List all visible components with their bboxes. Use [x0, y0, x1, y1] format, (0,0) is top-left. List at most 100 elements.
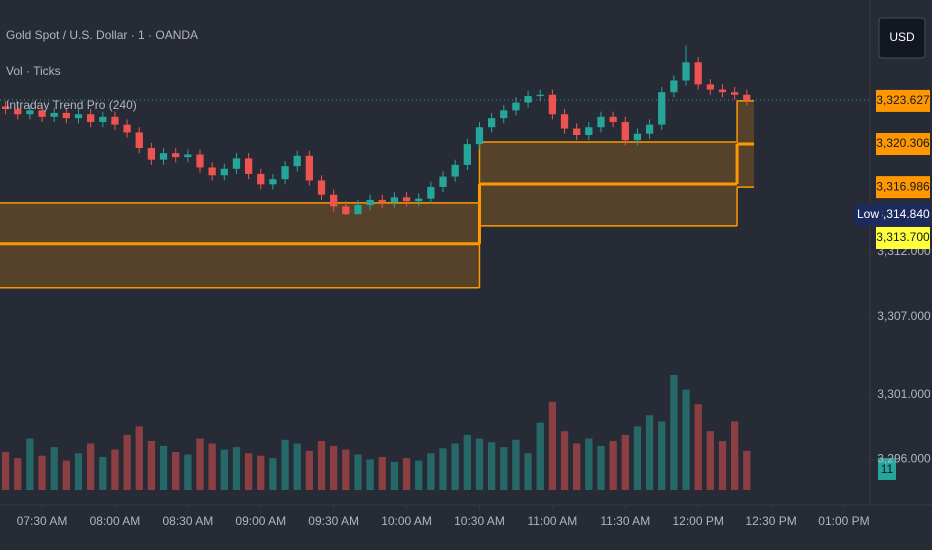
x-tick-label: 11:00 AM	[527, 514, 577, 528]
candle-body	[487, 118, 496, 128]
volume-bar	[597, 445, 605, 490]
candle-body	[415, 198, 423, 202]
candle-body	[475, 127, 484, 145]
candle-body	[123, 124, 131, 133]
candle-body	[14, 109, 22, 115]
candle-body	[269, 179, 277, 185]
candle-body	[305, 155, 314, 181]
volume-bar	[135, 426, 143, 490]
candle-body	[172, 153, 180, 158]
volume-bar	[378, 456, 386, 490]
indicator-label: Intraday Trend Pro (240)	[6, 98, 137, 112]
candle-body	[427, 186, 435, 199]
volume-bar	[26, 438, 34, 490]
volume-bar	[500, 447, 508, 490]
price-tag: 3,313.700	[876, 230, 930, 244]
candle-body	[500, 110, 508, 119]
price-tag: 3,316.986	[876, 179, 930, 193]
volume-bar	[427, 453, 435, 490]
volume-bar	[317, 441, 326, 490]
price-tag-box	[876, 133, 930, 156]
candle-body	[354, 205, 362, 215]
candle-body	[257, 173, 265, 185]
candle-body	[159, 153, 168, 160]
x-tick-label: 09:30 AM	[308, 514, 359, 528]
volume-bar	[645, 415, 654, 490]
volume-bar	[730, 421, 739, 490]
currency-box[interactable]	[878, 17, 926, 59]
volume-badge-box	[878, 458, 896, 480]
candle-body	[585, 127, 593, 136]
y-tick-label: 3,307.000	[877, 309, 931, 323]
volume-bar	[196, 438, 204, 490]
volume-bar	[718, 441, 727, 490]
chart-title: Gold Spot / U.S. Dollar · 1 · OANDA	[6, 28, 198, 42]
volume-bar	[743, 450, 751, 490]
x-tick-label: 08:30 AM	[163, 514, 214, 528]
volume-bar	[293, 443, 301, 490]
price-tag-box	[876, 226, 930, 249]
volume-bar	[524, 453, 532, 490]
volume-bar	[451, 443, 459, 490]
candle-body	[597, 116, 605, 128]
volume-bar	[99, 456, 107, 490]
candle-body	[743, 94, 751, 100]
candle-body	[99, 116, 107, 123]
volume-bar	[159, 445, 168, 490]
volume-bar	[208, 443, 216, 490]
volume-bar	[633, 426, 642, 490]
candle-body	[232, 158, 241, 169]
candle-body	[718, 89, 727, 93]
volume-bar	[439, 448, 447, 490]
candle-body	[220, 168, 228, 176]
price-tag-box	[876, 203, 930, 226]
candle-body	[1, 106, 10, 110]
candle-body	[74, 114, 83, 119]
candle-body	[548, 94, 557, 115]
volume-bar	[50, 447, 58, 490]
candle-body	[694, 62, 702, 85]
volume-bar	[269, 458, 277, 490]
volume-bar	[184, 454, 192, 490]
volume-bar	[609, 441, 617, 490]
candle-body	[184, 154, 192, 158]
candle-body	[50, 112, 58, 117]
candle-body	[196, 154, 204, 168]
candle-body	[451, 164, 459, 177]
volume-badge: 11	[881, 462, 894, 476]
indicator-label: Vol · Ticks	[6, 64, 61, 78]
candle-body	[26, 110, 34, 115]
x-tick-label: 11:30 AM	[600, 514, 650, 528]
volume-bar	[585, 438, 593, 490]
candle-body	[208, 167, 216, 176]
volume-bar	[74, 453, 83, 490]
x-tick-label: 12:30 PM	[745, 514, 796, 528]
x-tick-label: 01:00 PM	[818, 514, 869, 528]
candle-body	[573, 128, 581, 136]
volume-bar	[232, 447, 241, 490]
candle-body	[147, 147, 156, 160]
candle-body	[342, 206, 350, 215]
candle-body	[87, 114, 95, 123]
volume-bar	[402, 458, 411, 490]
candle-body	[670, 80, 678, 93]
price-tag-box	[876, 89, 930, 112]
candle-body	[330, 194, 338, 207]
y-tick-label: 3,296.000	[877, 452, 931, 466]
candle-body	[645, 124, 654, 134]
volume-bar	[682, 389, 690, 490]
volume-bar	[62, 460, 70, 490]
candle-body	[390, 197, 399, 203]
candle-body	[621, 122, 629, 141]
volume-bar	[342, 449, 350, 490]
price-tag: 3,314.840	[876, 207, 930, 221]
volume-bar	[38, 455, 46, 490]
currency[interactable]: USD	[889, 30, 915, 44]
candle-body	[111, 116, 119, 125]
volume-bar	[512, 439, 520, 490]
candle-body	[366, 199, 374, 206]
volume-bar	[220, 449, 228, 490]
volume-bar	[123, 434, 131, 490]
volume-bar	[475, 438, 484, 490]
